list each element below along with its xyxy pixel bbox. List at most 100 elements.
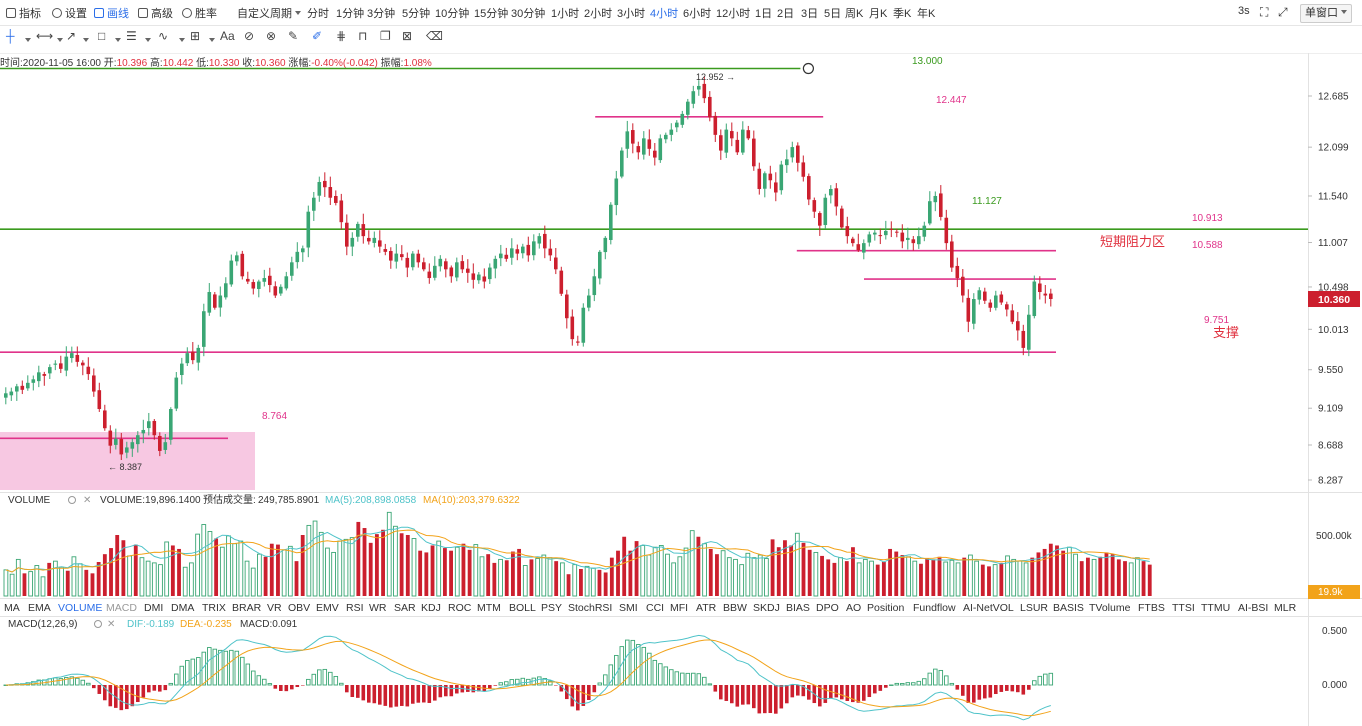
- period-tab[interactable]: 3分钟: [367, 8, 396, 20]
- period-tab[interactable]: 10分钟: [435, 8, 470, 20]
- indicator-tab-mfi[interactable]: MFI: [670, 602, 689, 614]
- period-tab[interactable]: 分时: [307, 8, 329, 20]
- winrate-button[interactable]: 胜率: [182, 5, 217, 21]
- indicator-button[interactable]: 指标: [6, 5, 41, 21]
- indicator-tab-sar[interactable]: SAR: [394, 602, 416, 614]
- ray-tool-icon[interactable]: ↗: [66, 29, 77, 43]
- period-tab[interactable]: 3小时: [617, 8, 646, 20]
- period-tab[interactable]: 周K: [845, 8, 864, 20]
- chevron-down-icon[interactable]: [83, 38, 89, 42]
- indicator-tab-obv[interactable]: OBV: [288, 602, 311, 614]
- period-tab[interactable]: 4小时: [650, 8, 679, 20]
- indicator-tab-position[interactable]: Position: [867, 602, 905, 614]
- draw-line-button[interactable]: 画线: [94, 5, 129, 21]
- indicator-tab-atr[interactable]: ATR: [696, 602, 717, 614]
- indicator-tab-fundflow[interactable]: Fundflow: [913, 602, 956, 614]
- lock-icon[interactable]: ⊓: [358, 29, 368, 43]
- indicator-tab-ai-netvol[interactable]: AI-NetVOL: [963, 602, 1014, 614]
- advanced-button[interactable]: 高级: [138, 5, 173, 21]
- indicator-tab-basis[interactable]: BASIS: [1053, 602, 1084, 614]
- period-tab[interactable]: 1日: [755, 8, 773, 20]
- indicator-tab-ttmu[interactable]: TTMU: [1201, 602, 1231, 614]
- indicator-tab-psy[interactable]: PSY: [541, 602, 563, 614]
- settings-button[interactable]: 设置: [52, 5, 87, 21]
- period-tab[interactable]: 5日: [824, 8, 842, 20]
- indicator-tab-stochrsi[interactable]: StochRSI: [568, 602, 613, 614]
- indicator-tab-smi[interactable]: SMI: [619, 602, 638, 614]
- segment-tool-icon[interactable]: ⟷: [36, 29, 54, 43]
- indicator-tab-ai-bsi[interactable]: AI-BSI: [1238, 602, 1269, 614]
- hide-icon[interactable]: ⊠: [402, 29, 413, 43]
- window-mode-dropdown[interactable]: 单窗口: [1300, 4, 1352, 23]
- indicator-tab-ttsi[interactable]: TTSI: [1172, 602, 1195, 614]
- chevron-down-icon[interactable]: [145, 38, 151, 42]
- indicator-tab-ema[interactable]: EMA: [28, 602, 51, 614]
- indicator-tab-boll[interactable]: BOLL: [509, 602, 536, 614]
- indicator-tab-bias[interactable]: BIAS: [786, 602, 810, 614]
- chevron-down-icon[interactable]: [115, 38, 121, 42]
- trash-icon[interactable]: ⌫: [426, 29, 443, 43]
- indicator-tab-cci[interactable]: CCI: [646, 602, 665, 614]
- period-tab[interactable]: 季K: [893, 8, 912, 20]
- indicator-tab-ao[interactable]: AO: [846, 602, 862, 614]
- channel-tool-icon[interactable]: ☰: [126, 29, 137, 43]
- period-tab[interactable]: 年K: [917, 8, 936, 20]
- fullscreen-icon[interactable]: ⛶: [1260, 5, 1269, 19]
- refresh-interval[interactable]: 3s: [1238, 5, 1250, 17]
- period-tab[interactable]: 1小时: [551, 8, 580, 20]
- chevron-down-icon[interactable]: [57, 38, 63, 42]
- indicator-tab-volume[interactable]: VOLUME: [58, 602, 103, 614]
- period-tab[interactable]: 12小时: [716, 8, 751, 20]
- macd-settings-icon[interactable]: [94, 620, 102, 628]
- copy-icon[interactable]: ❐: [380, 29, 391, 43]
- indicator-tab-wr[interactable]: WR: [369, 602, 387, 614]
- chevron-down-icon[interactable]: [25, 38, 31, 42]
- indicator-tab-dmi[interactable]: DMI: [144, 602, 164, 614]
- indicator-tab-lsur[interactable]: LSUR: [1020, 602, 1049, 614]
- indicator-tab-tvolume[interactable]: TVolume: [1089, 602, 1131, 614]
- indicator-tab-trix[interactable]: TRIX: [202, 602, 226, 614]
- draw-mode-icon[interactable]: ✐: [312, 29, 323, 43]
- period-tab[interactable]: 1分钟: [336, 8, 365, 20]
- indicator-tab-dma[interactable]: DMA: [171, 602, 195, 614]
- period-tab[interactable]: 2小时: [584, 8, 613, 20]
- indicator-tab-mlr[interactable]: MLR: [1274, 602, 1297, 614]
- period-tab[interactable]: 15分钟: [474, 8, 509, 20]
- chevron-down-icon[interactable]: [179, 38, 185, 42]
- chevron-down-icon[interactable]: [209, 38, 215, 42]
- indicator-tab-vr[interactable]: VR: [267, 602, 282, 614]
- indicator-tab-mtm[interactable]: MTM: [477, 602, 501, 614]
- expand-icon[interactable]: ⤢: [1278, 5, 1288, 19]
- period-tab[interactable]: 30分钟: [511, 8, 546, 20]
- period-tab[interactable]: 6小时: [683, 8, 712, 20]
- period-tab[interactable]: 2日: [777, 8, 795, 20]
- indicator-tab-skdj[interactable]: SKDJ: [753, 602, 780, 614]
- indicator-tab-rsi[interactable]: RSI: [346, 602, 364, 614]
- crosshair-icon[interactable]: ┼: [6, 29, 15, 43]
- grid-icon[interactable]: ⋕: [336, 29, 347, 43]
- magnet-icon[interactable]: ⊘: [244, 29, 255, 43]
- fib-tool-icon[interactable]: ⊞: [190, 29, 201, 43]
- macd-close-icon[interactable]: ✕: [107, 619, 115, 630]
- ruler-icon[interactable]: ✎: [288, 29, 299, 43]
- indicator-tab-ma[interactable]: MA: [4, 602, 20, 614]
- volume-close-icon[interactable]: ✕: [83, 495, 91, 506]
- text-tool-icon[interactable]: Aa: [220, 29, 235, 43]
- indicator-tab-bbw[interactable]: BBW: [723, 602, 747, 614]
- period-tab[interactable]: 月K: [869, 8, 888, 20]
- indicator-tab-kdj[interactable]: KDJ: [421, 602, 441, 614]
- rectangle-tool-icon[interactable]: □: [98, 29, 106, 43]
- indicator-tab-ftbs[interactable]: FTBS: [1138, 602, 1165, 614]
- period-tab[interactable]: 3日: [801, 8, 819, 20]
- indicator-tab-emv[interactable]: EMV: [316, 602, 339, 614]
- indicator-tab-dpo[interactable]: DPO: [816, 602, 839, 614]
- volume-settings-icon[interactable]: [68, 496, 76, 504]
- indicator-tab-brar[interactable]: BRAR: [232, 602, 262, 614]
- indicator-tab-roc[interactable]: ROC: [448, 602, 472, 614]
- wave-tool-icon[interactable]: ∿: [158, 29, 169, 43]
- period-tab[interactable]: 5分钟: [402, 8, 431, 20]
- indicator-tab-macd[interactable]: MACD: [106, 602, 137, 614]
- link-icon[interactable]: ⊗: [266, 29, 277, 43]
- custom-period-dropdown[interactable]: 自定义周期: [237, 5, 301, 21]
